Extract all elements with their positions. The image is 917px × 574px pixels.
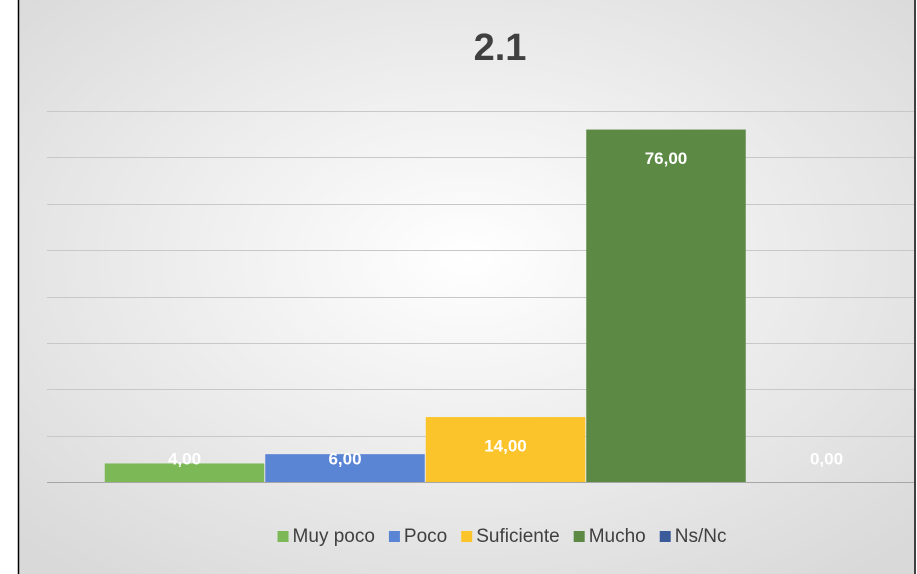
legend-label: Suficiente (476, 526, 559, 547)
bar (265, 454, 425, 482)
chart-background (19, 0, 914, 574)
data-label: 6,00 (328, 449, 361, 468)
bar (104, 463, 265, 482)
legend-label: Mucho (589, 526, 646, 547)
data-label: 0,00 (810, 449, 843, 468)
legend-label: Ns/Nc (675, 526, 727, 547)
data-label: 76,00 (645, 149, 688, 168)
bar (586, 129, 746, 483)
data-label: 4,00 (168, 449, 201, 468)
legend-swatch (277, 531, 289, 542)
bar (425, 417, 586, 482)
chart-title: 2.1 (474, 27, 527, 69)
legend-swatch (461, 531, 473, 542)
data-label: 14,00 (484, 437, 527, 456)
legend-swatch (388, 531, 400, 542)
legend-swatch (573, 531, 585, 542)
legend-label: Poco (404, 526, 447, 547)
legend-label: Muy poco (293, 526, 375, 547)
legend-swatch (659, 531, 671, 542)
